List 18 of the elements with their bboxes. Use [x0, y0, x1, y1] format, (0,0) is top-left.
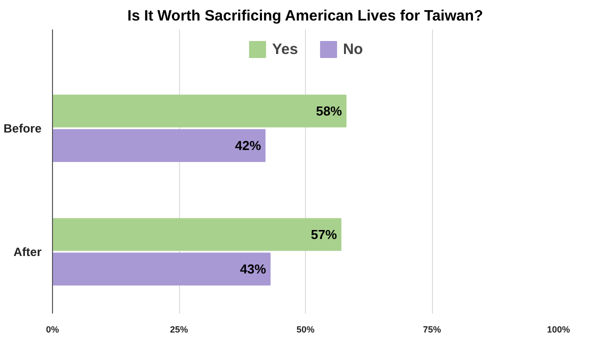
data-label: 43%	[240, 262, 267, 277]
bar	[52, 129, 266, 162]
bar	[52, 218, 342, 251]
x-tick-label: 75%	[422, 324, 442, 334]
x-tick-label: 25%	[170, 324, 188, 334]
legend-label: Yes	[272, 40, 298, 58]
y-tick-label: Before	[3, 121, 42, 136]
data-label: 57%	[310, 226, 338, 242]
bar	[52, 94, 346, 128]
bar	[52, 252, 271, 286]
chart-title: Is It Worth Sacrificing American Lives for Taiwan?	[127, 8, 484, 24]
y-tick-label: After	[14, 244, 42, 259]
data-label: 58%	[316, 103, 342, 118]
x-tick-label: 50%	[296, 324, 315, 334]
x-tick-label: 100%	[546, 324, 570, 334]
data-label: 42%	[235, 138, 262, 154]
x-tick-label: 0%	[46, 324, 60, 334]
legend-label: No	[342, 40, 363, 58]
